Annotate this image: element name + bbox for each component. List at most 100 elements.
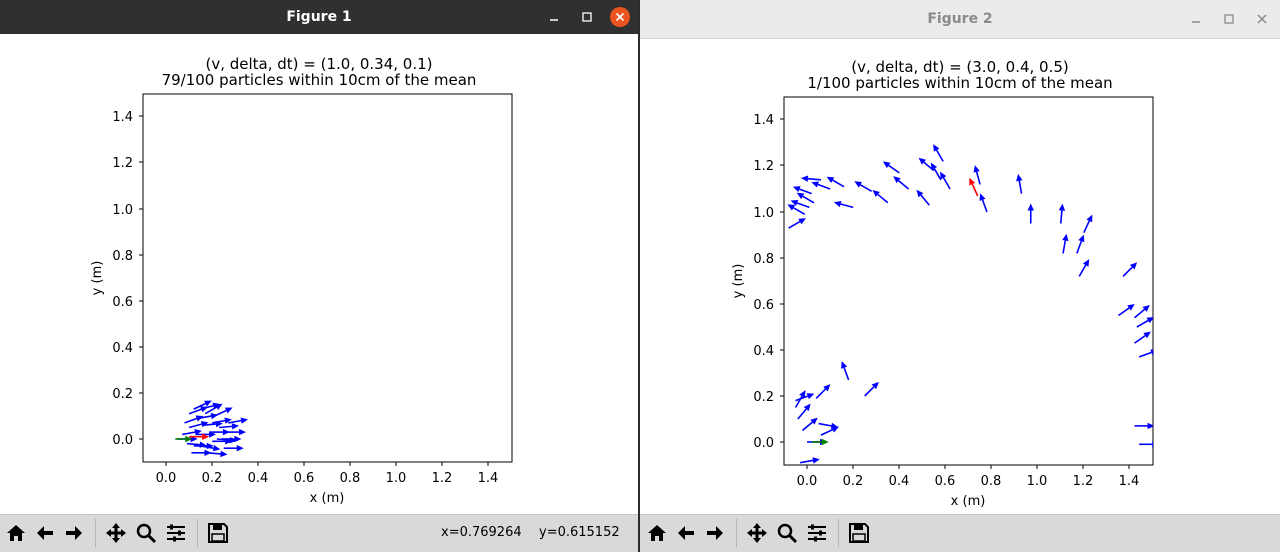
- particle-arrow: [794, 390, 806, 408]
- particle-arrow: [796, 192, 815, 204]
- plot-svg: (v, delta, dt) = (1.0, 0.34, 0.1) 79/100…: [90, 55, 513, 506]
- particle-arrow: [184, 415, 204, 424]
- x-axis-label: x (m): [951, 494, 986, 509]
- close-icon: [1257, 14, 1267, 24]
- y-tick-label: 1.2: [753, 159, 774, 174]
- configure-subplots-icon: [808, 524, 826, 542]
- x-tick-label: 0.2: [843, 474, 864, 489]
- figure-window-2: Figure 2 (v, delta, dt) = (3.0, 0.4, 0.5…: [640, 0, 1280, 552]
- particle-arrow: [1083, 214, 1093, 234]
- particle-arrow: [1122, 262, 1138, 277]
- particle-arrow: [797, 403, 811, 420]
- particle-arrow: [212, 417, 232, 424]
- particle-arrow: [854, 181, 873, 192]
- y-tick-label: 0.2: [753, 390, 774, 405]
- particle-arrow: [219, 423, 240, 430]
- x-tick-label: 0.6: [294, 471, 315, 486]
- x-tick-label: 0.6: [935, 474, 956, 489]
- back-button[interactable]: [32, 520, 58, 546]
- maximize-button[interactable]: [1217, 7, 1241, 31]
- save-icon: [849, 523, 869, 543]
- pan-button[interactable]: [744, 520, 770, 546]
- plot-svg: (v, delta, dt) = (3.0, 0.4, 0.5) 1/100 p…: [731, 58, 1154, 509]
- title-bar[interactable]: Figure 1: [0, 0, 638, 34]
- close-button[interactable]: [1250, 7, 1274, 31]
- save-button[interactable]: [846, 520, 872, 546]
- toolbar-separator: [838, 519, 839, 547]
- particle-arrow: [221, 435, 242, 443]
- forward-button[interactable]: [61, 520, 87, 546]
- back-button[interactable]: [673, 520, 699, 546]
- mean-estimate-arrow: [189, 433, 210, 440]
- x-tick-label: 1.4: [1119, 474, 1140, 489]
- title-bar[interactable]: Figure 2: [640, 0, 1280, 39]
- close-button[interactable]: [608, 5, 632, 29]
- particle-arrow: [872, 189, 889, 204]
- x-tick-label: 1.4: [478, 471, 499, 486]
- y-tick-label: 0.4: [112, 341, 133, 356]
- navigation-toolbar: [640, 514, 1280, 552]
- home-icon: [648, 525, 666, 541]
- pan-icon: [747, 523, 767, 543]
- pan-button[interactable]: [103, 520, 129, 546]
- particle-arrow: [1139, 441, 1153, 448]
- axes-frame: [783, 96, 1154, 466]
- x-tick-label: 1.0: [386, 471, 407, 486]
- particle-arrow: [1134, 304, 1150, 319]
- plot-marks: [175, 400, 249, 458]
- x-tick-label: 0.4: [248, 471, 269, 486]
- particle-arrow: [1076, 234, 1085, 254]
- zoom-button[interactable]: [133, 520, 159, 546]
- particle-arrow: [973, 165, 981, 185]
- x-tick-label: 0.0: [797, 474, 818, 489]
- particle-arrow: [787, 204, 806, 215]
- maximize-button[interactable]: [575, 5, 599, 29]
- particle-arrow: [207, 450, 228, 458]
- configure-subplots-button[interactable]: [163, 520, 189, 546]
- minimize-icon: [1192, 21, 1200, 23]
- particle-arrow: [1016, 173, 1023, 194]
- forward-button[interactable]: [702, 520, 728, 546]
- particle-arrow: [228, 417, 249, 424]
- particle-arrow: [979, 193, 988, 213]
- particle-arrow: [940, 171, 951, 190]
- minimize-button[interactable]: [542, 5, 566, 29]
- particle-arrow: [833, 200, 854, 209]
- particle-arrow: [811, 181, 831, 190]
- figure-canvas[interactable]: (v, delta, dt) = (1.0, 0.34, 0.1) 79/100…: [0, 34, 638, 514]
- close-icon: [610, 7, 630, 27]
- particle-arrow: [188, 421, 209, 429]
- save-button[interactable]: [205, 520, 231, 546]
- particle-arrow: [916, 189, 930, 206]
- y-axis-label: y (m): [90, 261, 105, 296]
- particle-arrow: [193, 400, 212, 410]
- particle-arrow: [1078, 259, 1090, 277]
- x-tick-label: 1.2: [432, 471, 453, 486]
- particle-arrow: [1138, 349, 1153, 358]
- particle-arrow: [1134, 331, 1151, 344]
- x-ticks: 0.0 0.2 0.4 0.6 0.8 1.0 1.2 1.4: [797, 465, 1140, 489]
- particle-arrow: [788, 218, 806, 229]
- configure-subplots-button[interactable]: [804, 520, 830, 546]
- particle-arrow: [800, 175, 821, 182]
- pan-icon: [106, 523, 126, 543]
- figure-canvas[interactable]: (v, delta, dt) = (3.0, 0.4, 0.5) 1/100 p…: [640, 39, 1280, 515]
- x-tick-label: 0.8: [981, 474, 1002, 489]
- particle-arrow: [882, 161, 900, 174]
- minimize-button[interactable]: [1184, 7, 1208, 31]
- home-button[interactable]: [3, 520, 29, 546]
- x-axis-label: x (m): [310, 491, 345, 506]
- axes-frame: [142, 93, 513, 463]
- y-tick-label: 0.6: [753, 298, 774, 313]
- y-tick-label: 0.0: [112, 433, 133, 448]
- y-tick-label: 1.0: [112, 203, 133, 218]
- navigation-toolbar: x=0.769264 y=0.615152: [0, 514, 638, 552]
- y-tick-label: 1.0: [753, 206, 774, 221]
- home-button[interactable]: [644, 520, 670, 546]
- y-tick-label: 0.8: [753, 252, 774, 267]
- zoom-icon: [777, 523, 798, 544]
- particle-arrow: [1058, 203, 1066, 224]
- figure-window-1: Figure 1 (v, delta, dt) = (1.0, 0.34, 0.…: [0, 0, 638, 552]
- zoom-button[interactable]: [774, 520, 800, 546]
- minimize-icon: [550, 19, 558, 21]
